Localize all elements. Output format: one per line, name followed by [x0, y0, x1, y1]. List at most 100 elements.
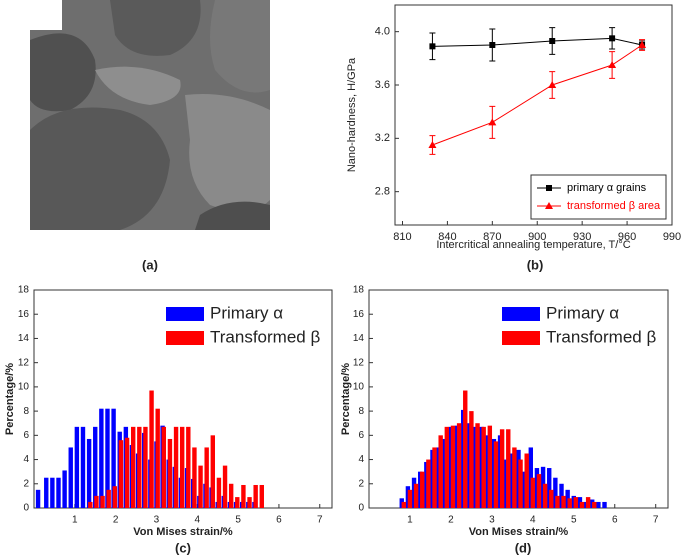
- bar: [167, 438, 173, 508]
- bar: [56, 477, 61, 508]
- panel-caption: (d): [515, 540, 532, 555]
- bar: [426, 459, 431, 508]
- bar: [155, 408, 160, 508]
- bar: [216, 477, 222, 508]
- legend-label: primary α grains: [567, 182, 647, 194]
- bar: [130, 426, 136, 508]
- bar: [518, 459, 523, 508]
- y-axis-label: Percentage/%: [340, 363, 352, 435]
- x-tick-label: 4: [530, 515, 536, 526]
- y-tick-label: 2: [23, 478, 29, 489]
- bar: [444, 426, 450, 508]
- bar: [596, 501, 601, 508]
- bar: [93, 426, 98, 508]
- legend-box: [530, 174, 667, 220]
- legend-label: Transformed β: [546, 327, 656, 346]
- x-tick-label: 2: [448, 515, 454, 526]
- marker: [428, 141, 437, 148]
- bar: [62, 470, 67, 508]
- legend-swatch: [166, 331, 204, 345]
- bar: [192, 447, 197, 508]
- marker: [429, 43, 436, 50]
- y-tick-label: 3.6: [375, 79, 390, 91]
- bar: [80, 426, 86, 508]
- x-tick-label: 6: [276, 515, 282, 526]
- legend-label: Transformed β: [210, 327, 320, 346]
- y-tick-label: 8: [23, 406, 29, 417]
- marker: [489, 42, 496, 48]
- bar: [553, 477, 558, 508]
- legend-label: Primary α: [210, 303, 283, 322]
- bar: [173, 426, 179, 508]
- bar: [456, 423, 462, 508]
- y-tick-label: 16: [18, 309, 30, 320]
- bar: [228, 483, 234, 508]
- bar: [475, 423, 480, 508]
- bar: [585, 497, 591, 508]
- bar: [536, 474, 542, 508]
- y-tick-label: 10: [353, 382, 365, 393]
- bar: [137, 426, 142, 508]
- y-tick-label: 2: [358, 478, 364, 489]
- bar: [35, 489, 41, 508]
- marker: [608, 61, 617, 68]
- scale-label: 1μm: [275, 196, 304, 213]
- x-tick-label: 840: [438, 231, 456, 243]
- bar: [74, 426, 80, 508]
- bar: [186, 426, 191, 508]
- bar: [118, 440, 124, 508]
- bar: [547, 468, 552, 508]
- y-tick-label: 2.8: [375, 186, 390, 198]
- x-tick-label: 1: [407, 515, 413, 526]
- x-tick-label: 6: [612, 515, 618, 526]
- bar: [555, 495, 560, 508]
- x-tick-label: 1: [72, 515, 78, 526]
- x-tick-label: 990: [663, 231, 681, 243]
- panel-caption: (a): [142, 257, 158, 272]
- bar: [450, 425, 456, 508]
- legend-swatch: [502, 331, 540, 345]
- x-tick-label: 2: [113, 515, 119, 526]
- bar: [512, 447, 517, 508]
- image-notch: [30, 0, 62, 30]
- y-tick-label: 18: [18, 285, 30, 296]
- bar: [124, 437, 130, 508]
- bar: [179, 426, 185, 508]
- y-tick-label: 4: [23, 454, 29, 465]
- panel-caption: (b): [527, 257, 544, 272]
- bar: [469, 411, 474, 508]
- bar: [259, 484, 264, 508]
- x-tick-label: 930: [573, 231, 591, 243]
- sem-image: 1μm: [30, 0, 305, 230]
- bar: [247, 497, 252, 508]
- y-tick-label: 12: [353, 357, 365, 368]
- bar: [592, 501, 597, 508]
- x-tick-label: 5: [571, 515, 577, 526]
- x-tick-label: 5: [235, 515, 241, 526]
- bar: [106, 489, 111, 508]
- bar: [561, 495, 566, 508]
- x-tick-label: 4: [195, 515, 201, 526]
- bar: [50, 477, 55, 508]
- x-tick-label: 960: [618, 231, 636, 243]
- bar: [161, 426, 167, 508]
- bar: [463, 390, 468, 508]
- bar: [401, 501, 407, 508]
- bar: [438, 435, 443, 508]
- bar: [530, 477, 536, 508]
- legend-swatch: [166, 307, 204, 321]
- bar: [112, 486, 118, 508]
- boundary-region: [95, 66, 181, 105]
- y-tick-label: 4: [358, 454, 364, 465]
- grain: [210, 0, 270, 93]
- panel-caption: (c): [175, 540, 191, 555]
- grain: [195, 201, 270, 230]
- bar: [420, 471, 425, 508]
- marker: [548, 81, 557, 88]
- grain: [110, 0, 201, 56]
- y-tick-label: 10: [18, 382, 30, 393]
- y-tick-label: 6: [358, 430, 364, 441]
- bar: [111, 408, 116, 508]
- marker: [638, 41, 647, 48]
